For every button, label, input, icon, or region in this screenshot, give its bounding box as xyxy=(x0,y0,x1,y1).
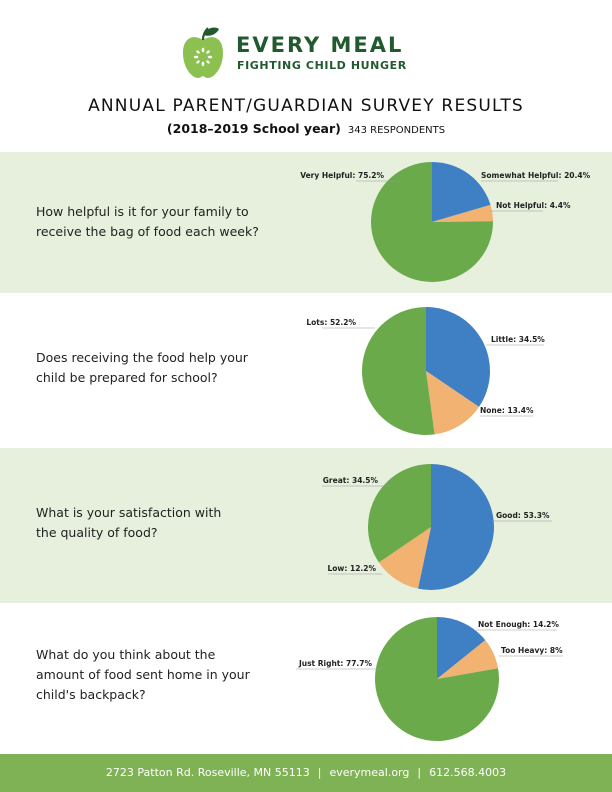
page-subtitle: (2018–2019 School year) 343 RESPONDENTS xyxy=(0,121,612,136)
question-3-line-1: What is your satisfaction with xyxy=(36,505,222,520)
pie-chart-4: Not Enough: 14.2% Too Heavy: 8% Just Right… xyxy=(296,617,563,741)
question-2-line-1: Does receiving the food help your xyxy=(36,350,248,365)
survey-band-4: What do you think about the amount of fo… xyxy=(0,603,612,754)
footer-address: 2723 Patton Rd. Roseville, MN 55113 xyxy=(105,766,310,779)
pie-chart-3: Good: 53.3% Low: 12.2% Great: 34.5% xyxy=(322,463,552,590)
page-title: ANNUAL PARENT/GUARDIAN SURVEY RESULTS xyxy=(88,96,524,116)
pie-slice xyxy=(437,640,499,679)
pie-chart-2: Little: 34.5% None: 13.4% Lots: 52.2% xyxy=(306,307,545,436)
pie-slice xyxy=(370,162,493,282)
slice-label: Somewhat Helpful: 20.4% xyxy=(481,171,591,180)
question-3: What is your satisfaction with the quali… xyxy=(36,503,296,543)
pie-slice xyxy=(437,617,486,679)
footer-phone: 612.568.4003 xyxy=(429,766,507,779)
question-2: Does receiving the food help your child … xyxy=(36,348,296,388)
pie-slice xyxy=(368,464,431,563)
question-4-line-2: amount of food sent home in your xyxy=(36,667,250,682)
survey-band-3: What is your satisfaction with the quali… xyxy=(0,448,612,603)
question-1-line-1: How helpful is it for your family to xyxy=(36,204,249,219)
respondents-count: 343 RESPONDENTS xyxy=(347,125,446,136)
question-3-line-2: the quality of food? xyxy=(36,525,158,540)
question-4: What do you think about the amount of fo… xyxy=(36,645,296,705)
question-2-line-2: child be prepared for school? xyxy=(36,370,218,385)
slice-label: Little: 34.5% xyxy=(491,335,545,344)
slice-label: Not Enough: 14.2% xyxy=(478,620,559,629)
pie-slice xyxy=(418,463,495,590)
slice-label: Just Right: 77.7% xyxy=(298,659,373,668)
brand-name: EVERY MEAL xyxy=(236,33,404,57)
question-4-line-1: What do you think about the xyxy=(36,647,216,662)
footer-website[interactable]: everymeal.org xyxy=(329,766,410,779)
question-1: How helpful is it for your family to rec… xyxy=(36,202,296,242)
pie-slice xyxy=(362,307,435,436)
survey-band-2: Does receiving the food help your child … xyxy=(0,293,612,448)
pie-slice xyxy=(432,204,493,222)
slice-label: Very Helpful: 75.2% xyxy=(300,171,384,180)
footer: 2723 Patton Rd. Roseville, MN 55113 | ever… xyxy=(0,754,612,792)
pie-slice xyxy=(378,527,431,589)
header: EVERY MEAL FIGHTING CHILD HUNGER ANNUAL … xyxy=(0,0,612,152)
pie-slice xyxy=(426,307,490,407)
slice-label: Great: 34.5% xyxy=(323,476,379,485)
pie-slice xyxy=(374,617,499,741)
question-1-line-2: receive the bag of food each week? xyxy=(36,224,259,239)
slice-label: Good: 53.3% xyxy=(496,511,550,520)
pie-slice xyxy=(432,162,491,222)
slice-label: None: 13.4% xyxy=(480,406,534,415)
apple-icon xyxy=(183,27,223,78)
survey-band-1: How helpful is it for your family to rec… xyxy=(0,152,612,293)
brand-tagline: FIGHTING CHILD HUNGER xyxy=(237,59,407,72)
slice-label: Not Helpful: 4.4% xyxy=(496,201,571,210)
question-4-line-3: child's backpack? xyxy=(36,687,146,702)
slice-label: Too Heavy: 8% xyxy=(501,646,563,655)
school-year: (2018–2019 School year) xyxy=(166,121,341,136)
logo: EVERY MEAL FIGHTING CHILD HUNGER xyxy=(180,26,440,82)
slice-label: Lots: 52.2% xyxy=(306,318,356,327)
pie-slice xyxy=(426,371,480,435)
pie-chart-1: Somewhat Helpful: 20.4% Not Helpful: 4.4%… xyxy=(300,162,591,282)
slice-label: Low: 12.2% xyxy=(328,564,377,573)
